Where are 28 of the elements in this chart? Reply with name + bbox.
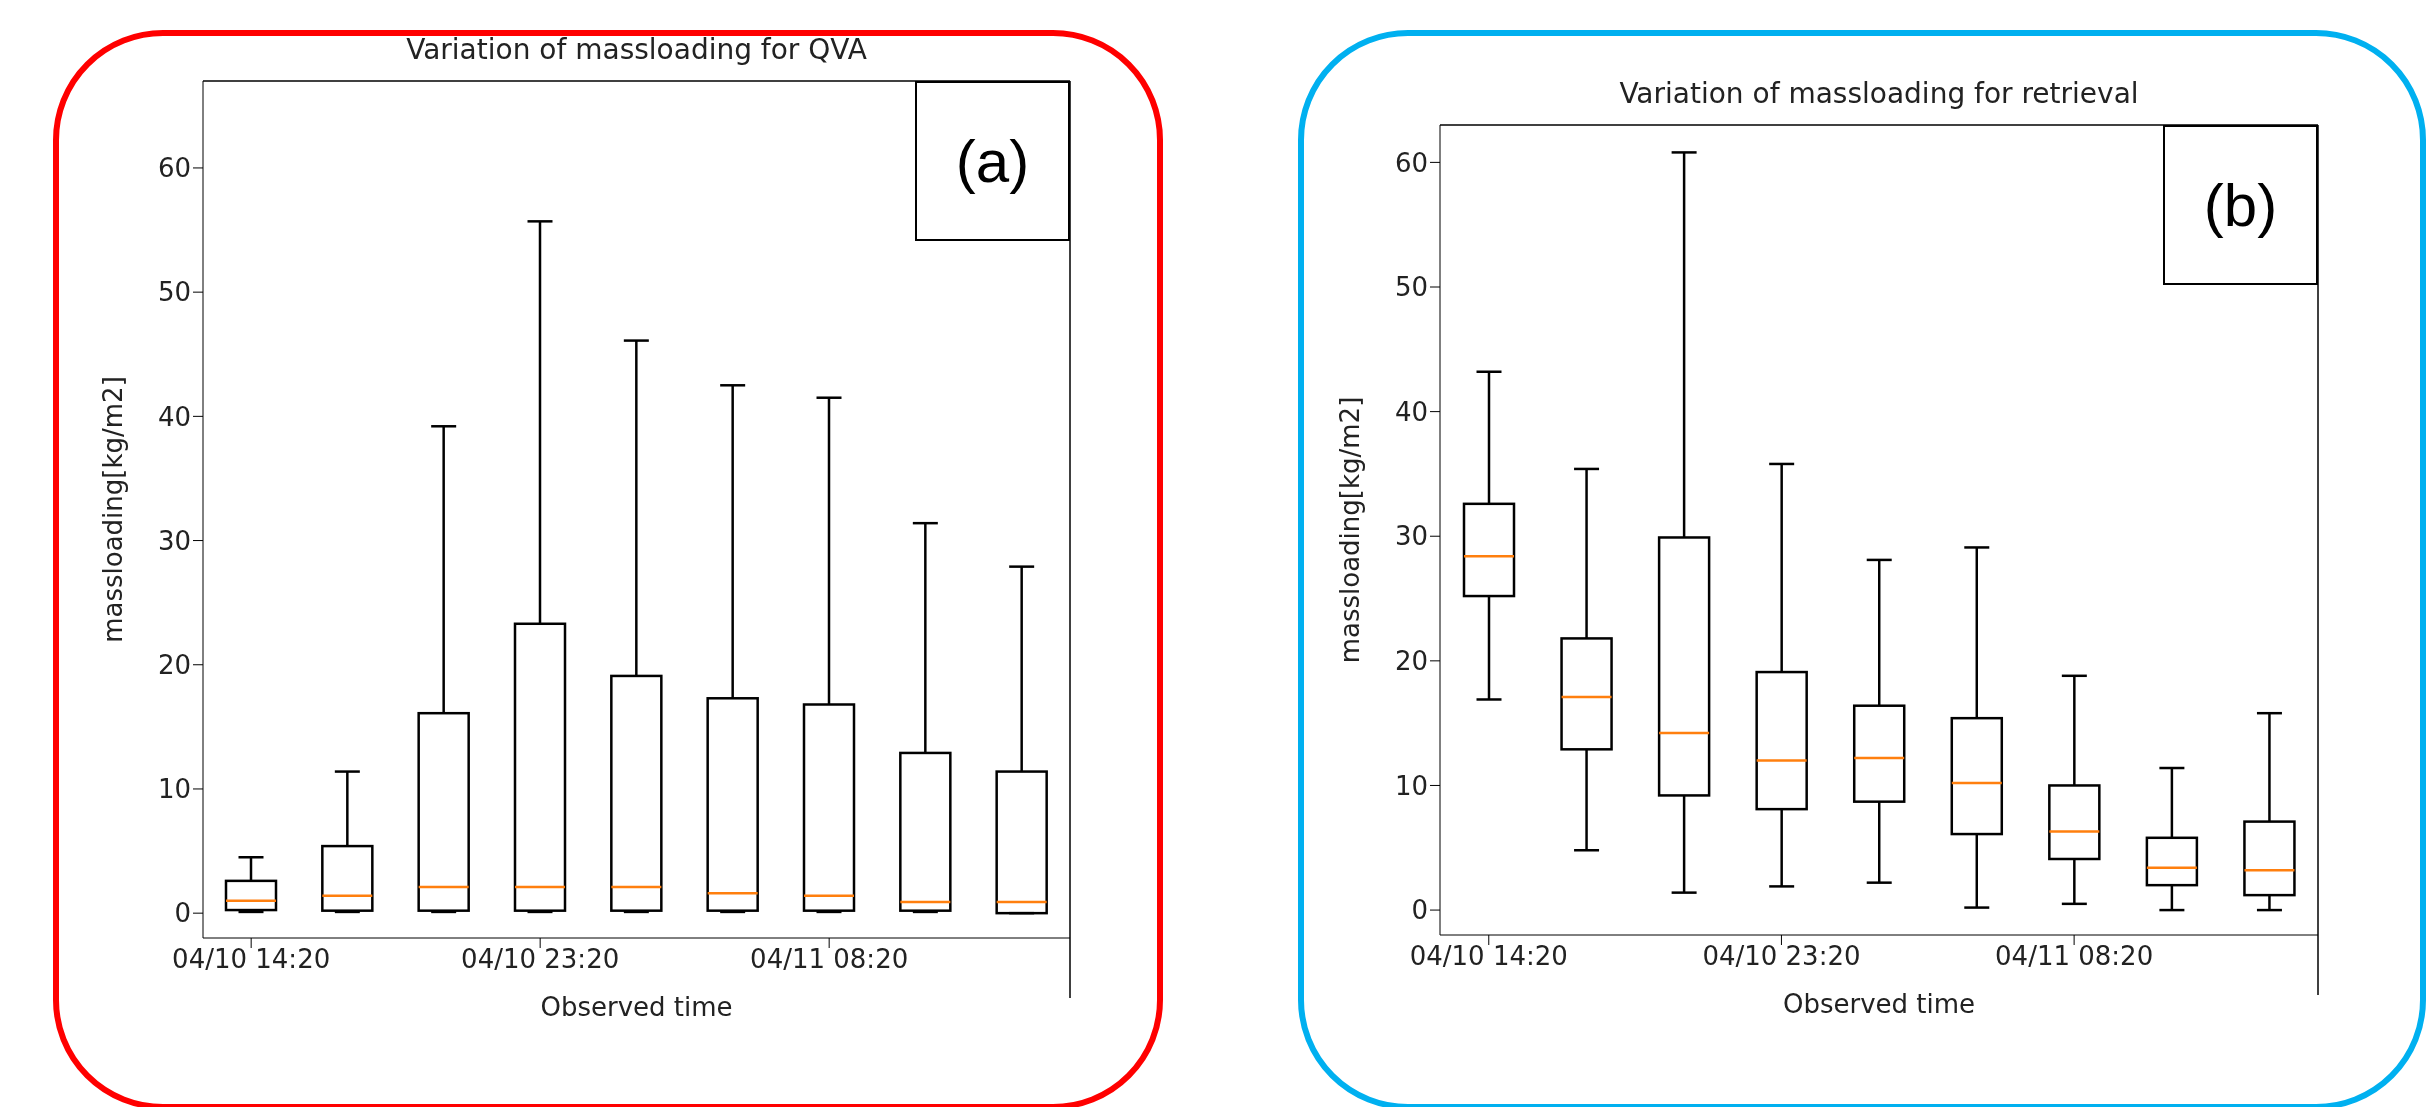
y-tick-label: 10 xyxy=(1394,770,1428,801)
x-axis-title: Observed time xyxy=(540,992,733,1023)
y-tick-label: 0 xyxy=(174,898,191,929)
y-tick-label: 20 xyxy=(157,649,191,680)
annotation: (b) xyxy=(2163,125,2318,285)
y-tick-label: 60 xyxy=(157,153,191,184)
y-tick-label: 30 xyxy=(157,525,191,556)
x-tick-label: 04/10 23:20 xyxy=(1702,941,1861,972)
y-tick-label: 40 xyxy=(157,401,191,432)
x-tick-label: 04/10 14:20 xyxy=(1409,941,1568,972)
chart-title: Variation of massloading for retrieval xyxy=(1618,77,2140,110)
y-axis-title: massloading[kg/m2] xyxy=(98,376,129,643)
x-tick-label: 04/11 08:20 xyxy=(1995,941,2154,972)
y-tick-label: 10 xyxy=(157,774,191,805)
y-tick-label: 30 xyxy=(1394,521,1428,552)
x-axis-title: Observed time xyxy=(1782,989,1976,1020)
y-tick-label: 40 xyxy=(1394,396,1428,427)
chart-title: Variation of massloading for QVA xyxy=(405,33,868,66)
y-axis-title: massloading[kg/m2] xyxy=(1335,396,1366,664)
x-tick-label: 04/10 14:20 xyxy=(172,944,331,975)
y-tick-label: 60 xyxy=(1394,147,1428,178)
y-tick-label: 20 xyxy=(1394,646,1428,677)
x-tick-label: 04/10 23:20 xyxy=(461,944,620,975)
y-tick-label: 50 xyxy=(1394,272,1428,303)
x-tick-label: 04/11 08:20 xyxy=(750,944,909,975)
y-tick-label: 0 xyxy=(1411,895,1428,926)
y-tick-label: 50 xyxy=(157,277,191,308)
annotation: (a) xyxy=(915,81,1070,241)
